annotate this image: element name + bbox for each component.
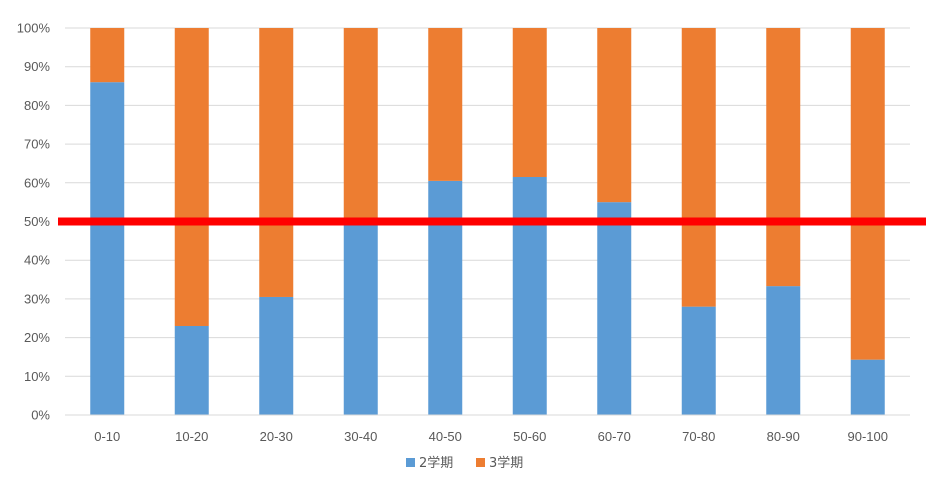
y-tick-label: 50%	[24, 214, 50, 229]
y-tick-label: 0%	[31, 408, 50, 423]
bar-segment-series-1	[428, 180, 463, 415]
y-tick-label: 70%	[24, 137, 50, 152]
bar-segment-series-2	[259, 28, 294, 297]
legend-label: 2学期	[419, 455, 453, 471]
y-tick-label: 100%	[17, 21, 51, 36]
bar-segment-series-1	[174, 325, 209, 415]
y-tick-label: 90%	[24, 59, 50, 74]
bar-segment-series-2	[512, 28, 547, 177]
bar-segment-series-2	[766, 28, 801, 287]
bar-segment-series-1	[681, 306, 716, 415]
bar-segment-series-2	[343, 28, 378, 222]
legend-label: 3学期	[489, 455, 523, 471]
bar-segment-series-1	[259, 296, 294, 415]
bar-segment-series-1	[90, 82, 125, 416]
y-axis: 0% 10% 20% 30% 40% 50% 60% 70% 80% 90% 100%	[17, 21, 51, 423]
bar-segment-series-2	[681, 28, 716, 307]
x-tick-label: 30-40	[344, 429, 377, 444]
bar-segment-series-1	[512, 176, 547, 415]
legend: 2学期 3学期	[406, 455, 523, 471]
bars	[90, 28, 885, 416]
bar-segment-series-1	[766, 286, 801, 415]
x-tick-label: 90-100	[848, 429, 888, 444]
bar-segment-series-1	[343, 221, 378, 415]
bar-segment-series-2	[174, 28, 209, 326]
y-tick-label: 20%	[24, 330, 50, 345]
y-tick-label: 30%	[24, 291, 50, 306]
x-tick-label: 50-60	[513, 429, 546, 444]
bar-segment-series-2	[90, 28, 125, 83]
x-tick-label: 20-30	[260, 429, 293, 444]
y-tick-label: 60%	[24, 175, 50, 190]
x-tick-label: 70-80	[682, 429, 715, 444]
bar-segment-series-2	[428, 28, 463, 181]
x-tick-label: 40-50	[429, 429, 462, 444]
x-tick-label: 60-70	[598, 429, 631, 444]
y-tick-label: 10%	[24, 369, 50, 384]
bar-segment-series-1	[850, 359, 885, 415]
x-tick-label: 10-20	[175, 429, 208, 444]
legend-swatch	[406, 458, 415, 467]
y-tick-label: 40%	[24, 253, 50, 268]
bar-segment-series-1	[597, 202, 632, 415]
x-tick-label: 0-10	[94, 429, 120, 444]
bar-segment-series-2	[850, 28, 885, 360]
y-tick-label: 80%	[24, 98, 50, 113]
x-tick-label: 80-90	[767, 429, 800, 444]
legend-swatch	[476, 458, 485, 467]
x-axis: 0-10 10-20 20-30 30-40 40-50 50-60 60-70 70-80 8…	[65, 414, 910, 444]
bar-segment-series-2	[597, 28, 632, 203]
